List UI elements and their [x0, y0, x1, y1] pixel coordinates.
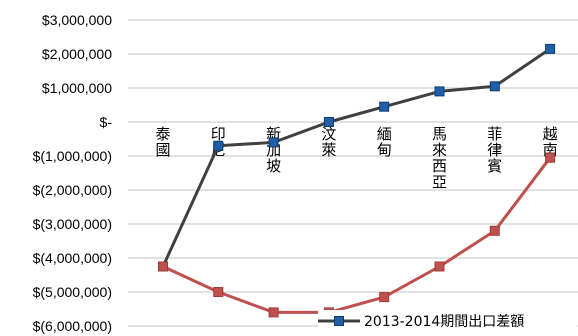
legend-background — [318, 310, 577, 336]
data-point-marker — [489, 81, 500, 92]
y-axis-tick-labels: $3,000,000 $2,000,000 $1,000,000 $- $(1,000,… — [33, 12, 113, 334]
series-line — [162, 156, 552, 314]
data-point-marker — [545, 152, 556, 163]
data-point-marker — [545, 43, 556, 54]
data-point-marker — [158, 261, 168, 272]
y-tick-label: $(6,000,000) — [33, 318, 112, 334]
data-point-marker — [434, 261, 445, 272]
x-category-label: 新加坡 — [266, 125, 281, 175]
y-tick-label: $2,000,000 — [42, 46, 112, 62]
data-point-marker — [213, 140, 224, 151]
x-category-label: 汶萊 — [321, 125, 336, 159]
legend-label: 2013-2014期間出口差額 — [364, 314, 524, 330]
series-lines — [158, 43, 556, 318]
data-point-marker — [268, 137, 279, 148]
series-line — [161, 47, 551, 268]
legend-marker-swatch — [334, 316, 344, 326]
data-point-marker — [268, 307, 279, 318]
y-tick-label: $1,000,000 — [42, 80, 112, 96]
x-category-label: 泰國 — [155, 125, 170, 159]
y-tick-label: $(4,000,000) — [33, 250, 112, 266]
data-point-marker — [489, 225, 500, 236]
y-tick-label: $(2,000,000) — [33, 182, 112, 198]
data-point-marker — [379, 292, 390, 303]
y-tick-label: $- — [100, 114, 113, 130]
data-point-marker — [213, 287, 224, 297]
data-point-marker — [323, 117, 334, 127]
x-axis-category-labels: 泰國印尼新加坡汶萊緬甸馬來西亞菲律賓越南 — [155, 125, 557, 191]
y-tick-label: $(5,000,000) — [33, 284, 112, 300]
y-tick-label: $(1,000,000) — [33, 148, 112, 164]
x-category-label: 馬來西亞 — [432, 125, 447, 191]
legend: 2013-2014期間出口差額 — [318, 310, 577, 336]
x-category-label: 緬甸 — [377, 125, 392, 159]
y-tick-label: $3,000,000 — [42, 12, 112, 28]
data-point-marker — [434, 86, 445, 97]
series-1 — [158, 43, 556, 272]
data-point-marker — [379, 101, 390, 112]
y-tick-label: $(3,000,000) — [33, 216, 112, 232]
x-category-label: 菲律賓 — [487, 125, 502, 175]
